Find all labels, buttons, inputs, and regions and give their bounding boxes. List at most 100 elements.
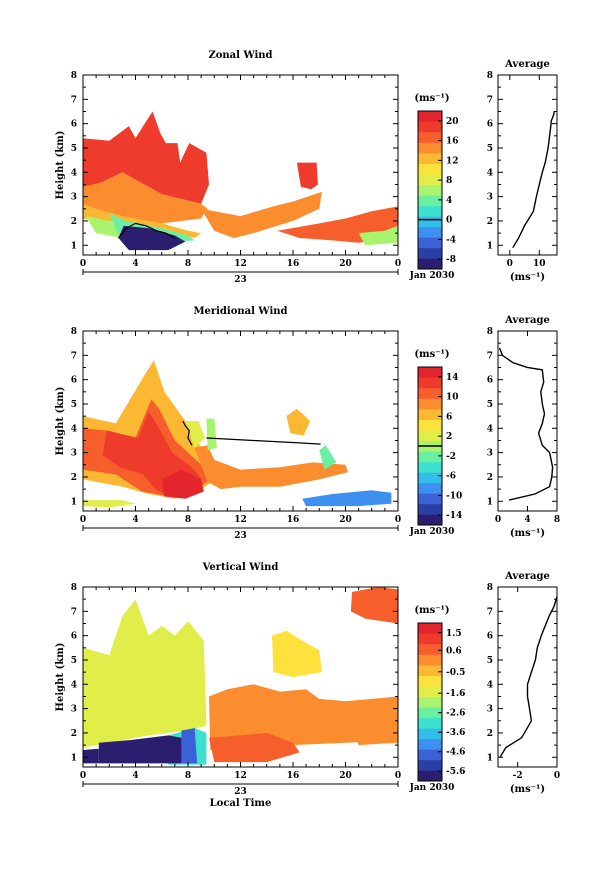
profile-y-tick-label: 7: [487, 607, 493, 617]
colorbar-tick-label: 14: [446, 373, 459, 383]
profile-y-tick-label: 5: [487, 144, 493, 154]
x-tick-label: 20: [339, 515, 352, 525]
profile-y-tick-label: 6: [487, 632, 493, 642]
profile-y-tick-label: 5: [487, 656, 493, 666]
x-tick-label: 8: [185, 771, 191, 781]
y-tick-label: 6: [71, 376, 77, 386]
profile-x-tick-label: 0: [554, 771, 560, 781]
colorbar-tick-label: -3.6: [446, 728, 465, 738]
y-tick-label: 4: [71, 168, 77, 178]
profile-x-tick-label: 10: [533, 259, 546, 269]
colorbar-band: [418, 461, 442, 473]
colorbar-band: [418, 514, 442, 526]
heatmap-field: [83, 111, 398, 251]
colorbar-frame: [417, 622, 443, 782]
colorbar-tick-label: 2: [446, 432, 452, 442]
profile-y-tick-label: 7: [487, 351, 493, 361]
zero-contour: [117, 222, 176, 239]
profile-y-tick-label: 2: [487, 473, 493, 483]
profile-y-tick-label: 5: [487, 400, 493, 410]
colorbar-band: [418, 686, 442, 698]
y-tick-label: 4: [71, 680, 77, 690]
colorbar-band: [418, 163, 442, 175]
wind-region: [352, 720, 398, 746]
profile-title: Average: [504, 571, 550, 582]
profile-y-tick-label: 3: [487, 705, 493, 715]
wind-region: [83, 111, 209, 204]
colorbar-band: [418, 482, 442, 494]
y-tick-label: 5: [71, 144, 77, 154]
colorbar-tick-label: 6: [446, 412, 452, 422]
wind-region: [302, 490, 392, 507]
colorbar-band: [418, 451, 442, 463]
colorbar-band: [418, 430, 442, 442]
zero-contour: [182, 420, 193, 446]
colorbar-band: [418, 770, 442, 782]
wind-region: [209, 732, 300, 763]
colorbar-band: [418, 205, 442, 217]
x-tick-label: 16: [287, 771, 300, 781]
x-tick-label: 0: [395, 515, 401, 525]
y-tick-label: 8: [71, 583, 77, 593]
y-tick-label: 8: [71, 327, 77, 337]
wind-region: [194, 445, 349, 490]
colorbar-band: [418, 388, 442, 399]
colorbar-tick-label: -10: [446, 491, 462, 501]
heatmap-field: [83, 360, 392, 508]
x-axis-label: Local Time: [210, 798, 272, 809]
profile-x-tick-label: 8: [554, 515, 560, 525]
colorbar-band: [418, 237, 442, 249]
profile-y-tick-label: 4: [487, 680, 493, 690]
colorbar-tick-label: -0.5: [446, 668, 465, 678]
profile-y-tick-label: 7: [487, 95, 493, 105]
date-day: 23: [234, 275, 247, 285]
colorbar-tick-label: 10: [446, 393, 459, 403]
x-tick-label: 8: [185, 515, 191, 525]
x-tick-label: 20: [339, 259, 352, 269]
wind-region: [201, 191, 322, 238]
colorbar-tick-label: 8: [446, 176, 452, 186]
wind-region: [118, 225, 186, 251]
colorbar-band: [418, 367, 442, 378]
colorbar-band: [418, 738, 442, 750]
colorbar-tick-label: -1.6: [446, 689, 465, 699]
colorbar-band: [418, 409, 442, 420]
x-tick-label: 20: [339, 771, 352, 781]
colorbar-band: [418, 665, 442, 676]
profile-x-label: (ms⁻¹): [510, 784, 545, 795]
profile-y-tick-label: 2: [487, 217, 493, 227]
colorbar-band: [418, 184, 442, 196]
date-day: 23: [234, 787, 247, 797]
profile-x-label: (ms⁻¹): [510, 528, 545, 539]
wind-region: [185, 421, 206, 448]
colorbar-unit: (ms⁻¹): [414, 349, 449, 360]
y-tick-label: 7: [71, 95, 77, 105]
colorbar-band: [418, 398, 442, 410]
y-tick-label: 2: [71, 473, 77, 483]
x-tick-label: 4: [132, 771, 138, 781]
date-label: Jan 2030: [409, 783, 455, 793]
x-tick-label: 0: [395, 259, 401, 269]
profile-y-tick-label: 2: [487, 729, 493, 739]
colorbar-band: [418, 419, 442, 431]
profile-title: Average: [504, 59, 550, 70]
profile-frame: [497, 586, 558, 768]
y-tick-label: 2: [71, 729, 77, 739]
colorbar-band: [418, 195, 442, 207]
colorbar-band: [418, 377, 442, 389]
profile-y-tick-label: 3: [487, 193, 493, 203]
colorbar-band: [418, 174, 442, 186]
colorbar-band: [418, 644, 442, 655]
colorbar-tick-label: -5.6: [446, 767, 465, 777]
colorbar-tick-label: -2: [446, 452, 456, 462]
profile-y-tick-label: 8: [487, 327, 493, 337]
colorbar-tick-label: -14: [446, 511, 462, 521]
zero-contour: [206, 437, 321, 445]
colorbar-tick-label: 4: [446, 196, 452, 206]
x-tick-label: 4: [132, 515, 138, 525]
colorbar-tick-label: 1.5: [446, 629, 462, 639]
colorbar-band: [418, 728, 442, 740]
